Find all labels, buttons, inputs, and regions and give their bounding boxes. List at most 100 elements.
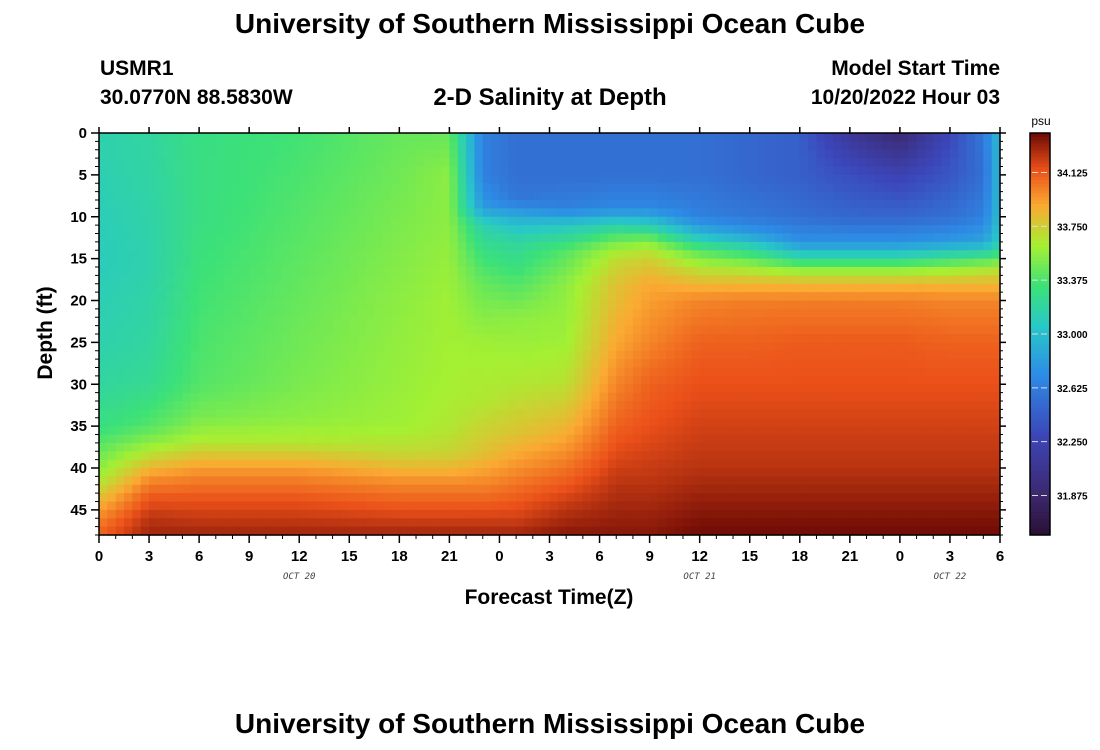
heatmap-cell (566, 141, 576, 151)
heatmap-cell (674, 158, 684, 168)
heatmap-cell (399, 325, 409, 335)
heatmap-cell (924, 208, 934, 218)
heatmap-cell (532, 476, 542, 486)
heatmap-cell (282, 174, 292, 184)
heatmap-cell (232, 484, 242, 494)
heatmap-cell (591, 174, 601, 184)
heatmap-cell (290, 275, 300, 285)
heatmap-cell (99, 426, 108, 436)
heatmap-cell (357, 434, 367, 444)
heatmap-cell (190, 141, 200, 151)
heatmap-cell (257, 325, 267, 335)
heatmap-cell (716, 233, 726, 243)
heatmap-cell (532, 384, 542, 394)
heatmap-cell (441, 392, 450, 402)
heatmap-cell (299, 350, 309, 360)
heatmap-cell (682, 166, 692, 176)
heatmap-cell (599, 434, 609, 444)
heatmap-cell (140, 283, 150, 293)
heatmap-cell (365, 451, 375, 461)
heatmap-cell (774, 409, 784, 419)
heatmap-cell (916, 141, 926, 151)
heatmap-cell (324, 426, 334, 436)
heatmap-cell (174, 518, 184, 528)
heatmap-cell (499, 200, 509, 209)
heatmap-cell (716, 308, 726, 318)
heatmap-cell (274, 434, 284, 444)
heatmap-cell (365, 375, 375, 385)
heatmap-cell (382, 308, 392, 318)
heatmap-cell (449, 241, 459, 251)
heatmap-cell (299, 367, 309, 377)
heatmap-cell (132, 183, 142, 193)
heatmap-cell (883, 484, 893, 494)
heatmap-cell (182, 350, 192, 360)
heatmap-cell (858, 334, 868, 343)
heatmap-cell (716, 459, 726, 469)
heatmap-cell (749, 375, 759, 385)
heatmap-cell (424, 191, 434, 201)
heatmap-cell (157, 401, 167, 410)
heatmap-cell (749, 275, 759, 285)
heatmap-cell (290, 292, 300, 302)
heatmap-cell (441, 166, 450, 176)
heatmap-cell (883, 225, 893, 235)
heatmap-cell (282, 166, 292, 176)
heatmap-cell (641, 392, 651, 402)
heatmap-cell (282, 426, 292, 436)
heatmap-cell (374, 409, 384, 419)
heatmap-cell (332, 292, 342, 302)
heatmap-cell (299, 442, 309, 452)
heatmap-cell (591, 501, 601, 511)
heatmap-cell (507, 401, 517, 410)
heatmap-cell (507, 250, 517, 260)
heatmap-cell (833, 426, 843, 436)
heatmap-cell (749, 308, 759, 318)
heatmap-cell (165, 241, 175, 251)
heatmap-cell (808, 409, 818, 419)
heatmap-cell (349, 476, 359, 486)
heatmap-cell (382, 359, 392, 369)
heatmap-cell (566, 417, 576, 427)
heatmap-cell (249, 292, 259, 302)
heatmap-cell (124, 350, 133, 360)
heatmap-cell (883, 392, 893, 402)
heatmap-cell (582, 501, 592, 511)
heatmap-cell (382, 317, 392, 327)
heatmap-cell (916, 166, 926, 176)
heatmap-cell (924, 141, 934, 151)
heatmap-cell (599, 409, 609, 419)
heatmap-cell (182, 166, 192, 176)
heatmap-cell (724, 434, 734, 444)
heatmap-cell (607, 518, 617, 528)
heatmap-cell (107, 308, 117, 318)
heatmap-cell (482, 409, 492, 419)
heatmap-cell (566, 208, 576, 218)
heatmap-cell (299, 241, 309, 251)
heatmap-cell (791, 526, 801, 536)
heatmap-cell (949, 375, 959, 385)
heatmap-cell (432, 233, 442, 243)
heatmap-cell (674, 283, 684, 293)
heatmap-cell (858, 283, 868, 293)
heatmap-cell (149, 426, 158, 436)
heatmap-cell (591, 409, 601, 419)
heatmap-cell (282, 493, 292, 503)
heatmap-cell (482, 241, 492, 251)
heatmap-cell (749, 158, 759, 168)
heatmap-cell (324, 275, 334, 285)
heatmap-cell (899, 225, 909, 235)
heatmap-cell (290, 350, 300, 360)
heatmap-cell (824, 484, 834, 494)
heatmap-cell (524, 300, 534, 310)
heatmap-cell (866, 359, 876, 369)
heatmap-cell (641, 317, 651, 327)
heatmap-cell (107, 375, 117, 385)
heatmap-cell (607, 417, 617, 427)
heatmap-cell (332, 166, 342, 176)
heatmap-cell (182, 417, 192, 427)
heatmap-cell (733, 258, 742, 268)
heatmap-cell (349, 493, 359, 503)
heatmap-cell (566, 149, 576, 159)
heatmap-cell (958, 258, 968, 268)
